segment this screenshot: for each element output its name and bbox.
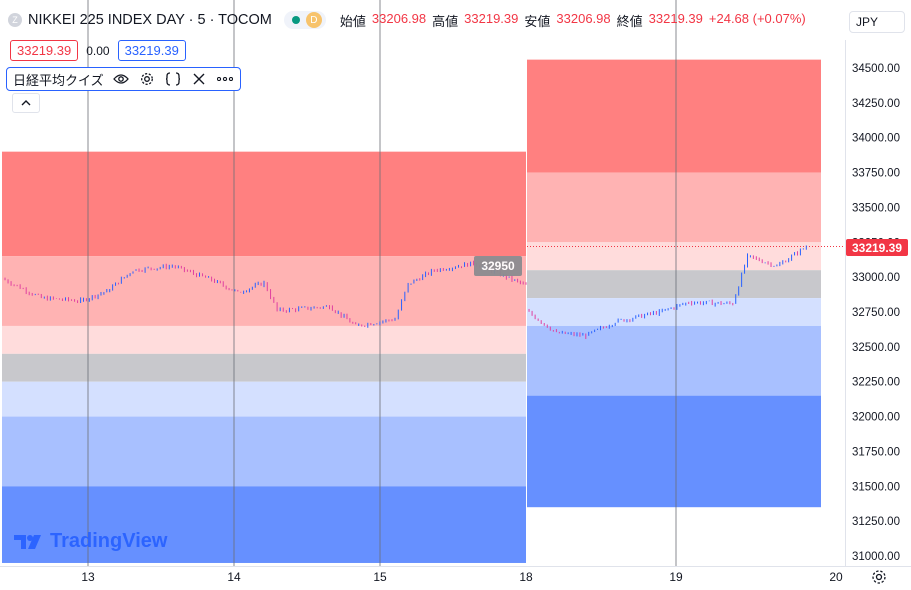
time-axis-label: 20: [829, 570, 843, 584]
indicator-legend[interactable]: 日経平均クイズ: [6, 67, 241, 91]
time-axis-label: 13: [81, 570, 95, 584]
close-icon[interactable]: [190, 70, 208, 88]
zone-band: [527, 172, 821, 243]
chevron-up-icon: [21, 100, 31, 106]
price-axis-label: 34250.00: [852, 98, 900, 110]
gear-icon[interactable]: [138, 70, 156, 88]
sell-button[interactable]: 33219.39: [10, 40, 79, 61]
zone-band: [2, 353, 526, 382]
symbol-logo-icon: Z: [8, 13, 22, 27]
price-axis-label: 33750.00: [852, 168, 900, 180]
ohlc-values: 始値 33206.98 高値 33219.39 安値 33206.98 終値 33219…: [340, 11, 806, 30]
ohlc-high-label: 高値: [432, 13, 459, 29]
eye-icon[interactable]: [112, 70, 130, 88]
currency-selector[interactable]: JPY: [849, 11, 905, 33]
ohlc-close-value: 33219.39: [648, 10, 703, 26]
quote-row: 33219.39 0.00 33219.39: [10, 40, 186, 61]
ohlc-low-value: 33206.98: [556, 10, 611, 26]
tradingview-logo-text: TradingView: [50, 530, 168, 552]
time-axis-label: 18: [519, 570, 533, 584]
data-delay-badge: D: [305, 12, 322, 28]
source-code-icon[interactable]: [164, 70, 182, 88]
ohlc-open-label: 始値: [339, 13, 366, 29]
settings-gear-icon: [872, 570, 886, 584]
tradingview-logo-icon: [14, 534, 41, 549]
collapse-legend-button[interactable]: [12, 93, 40, 113]
spread-value: 0.00: [86, 43, 110, 58]
price-axis-label: 32750.00: [852, 307, 900, 319]
buy-button[interactable]: 33219.39: [117, 40, 186, 61]
zone-band: [2, 486, 526, 563]
time-axis-label: 14: [227, 570, 241, 584]
ohlc-low-label: 安値: [524, 13, 551, 29]
tradingview-logo[interactable]: TradingView: [14, 530, 167, 553]
price-axis-label: 32250.00: [852, 377, 900, 389]
zone-band: [527, 325, 821, 396]
zone-band: [2, 151, 526, 257]
zone-band: [527, 298, 821, 326]
ohlc-change: +24.68 (+0.07%): [708, 10, 806, 26]
price-axis-label: 32000.00: [852, 412, 900, 424]
market-open-dot-icon: [291, 16, 300, 24]
symbol-title[interactable]: NIKKEI 225 INDEX DAY · 5 · TOCOM: [28, 12, 272, 28]
more-icon[interactable]: [216, 70, 234, 88]
price-axis-label: 31500.00: [852, 481, 900, 493]
zone-band: [2, 325, 526, 354]
ohlc-open-value: 33206.98: [371, 10, 427, 26]
price-axis-label: 31250.00: [852, 516, 900, 528]
zone-band: [2, 256, 526, 326]
chart-settings-button[interactable]: [870, 568, 888, 586]
market-status[interactable]: D: [283, 11, 326, 29]
legend-header: Z NIKKEI 225 INDEX DAY · 5 · TOCOM D 始値 3…: [0, 0, 845, 40]
time-axis-label: 19: [669, 570, 683, 584]
price-axis-label: 31750.00: [852, 446, 900, 458]
zone-band: [2, 381, 526, 417]
time-axis-label: 15: [373, 570, 387, 584]
ohlc-high-value: 33219.39: [464, 10, 519, 26]
zone-band: [527, 270, 821, 299]
price-axis-label: 31000.00: [852, 551, 900, 563]
zone-band: [527, 59, 821, 173]
price-axis-label: 34500.00: [852, 63, 900, 75]
price-axis-label: 33000.00: [852, 272, 900, 284]
zone-band: [2, 416, 526, 487]
indicator-name[interactable]: 日経平均クイズ: [13, 72, 104, 88]
last-price-label: 33219.39: [846, 239, 908, 256]
price-axis-label: 33500.00: [852, 202, 900, 214]
zone-band: [527, 395, 821, 508]
price-axis-label: 32500.00: [852, 342, 900, 354]
price-annotation-label: 32950: [474, 256, 522, 276]
ohlc-close-label: 終値: [616, 13, 643, 29]
price-axis-label: 34000.00: [852, 133, 900, 145]
